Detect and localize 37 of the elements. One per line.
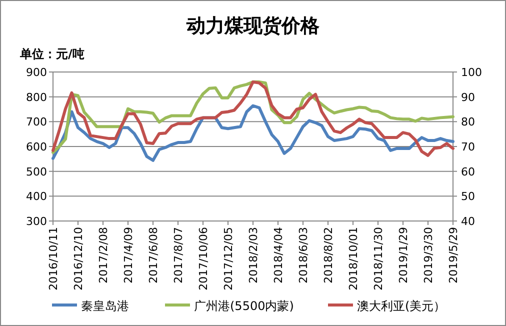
y-tick-label: 900 — [26, 66, 47, 79]
x-tick-label: 2017/6/08 — [147, 227, 160, 284]
y2-tick-label: 100 — [461, 66, 482, 79]
x-tick-label: 2019/5/29 — [447, 227, 460, 284]
x-tick-label: 2017/4/09 — [122, 227, 135, 284]
y-axis-title: 单位：元/吨 — [19, 47, 84, 61]
chart-title: 动力煤现货价格 — [186, 15, 320, 37]
x-tick-label: 2018/4/04 — [272, 227, 285, 284]
y2-tick-label: 90 — [461, 90, 475, 104]
x-tick-label: 2017/10/06 — [197, 227, 210, 290]
x-tick-label: 2017/12/05 — [222, 227, 235, 290]
x-tick-label: 2017/2/08 — [97, 227, 110, 284]
x-tick-label: 2016/10/11 — [47, 227, 60, 290]
x-tick-label: 2016/12/10 — [72, 227, 85, 290]
y2-tick-label: 80 — [461, 116, 475, 129]
line-series — [52, 104, 454, 162]
x-tick-label: 2018/2/03 — [247, 227, 260, 284]
y-tick-label: 800 — [26, 90, 47, 104]
y-tick-label: 500 — [26, 165, 47, 178]
x-tick-label: 2019/1/29 — [397, 227, 410, 284]
y2-tick-label: 70 — [461, 140, 475, 154]
x-tick-label: 2017/8/07 — [172, 227, 185, 284]
legend-label: 秦皇岛港 — [81, 299, 129, 313]
y-tick-label: 300 — [26, 215, 47, 228]
y2-tick-label: 50 — [461, 190, 475, 204]
x-tick-label: 2018/11/30 — [372, 227, 385, 290]
legend-label: 广州港(5500内蒙) — [194, 299, 294, 313]
x-tick-label: 2018/8/02 — [322, 227, 335, 284]
y-tick-label: 700 — [26, 116, 47, 129]
legend-label: 澳大利亚(美元） — [357, 299, 446, 313]
y-tick-label: 600 — [26, 140, 47, 154]
x-tick-label: 2018/6/03 — [297, 227, 310, 284]
y2-tick-label: 60 — [461, 165, 475, 178]
x-tick-label: 2018/10/01 — [347, 227, 360, 290]
x-tick-label: 2019/3/30 — [422, 227, 435, 284]
y2-tick-label: 40 — [461, 215, 475, 228]
y-tick-label: 400 — [26, 190, 47, 204]
